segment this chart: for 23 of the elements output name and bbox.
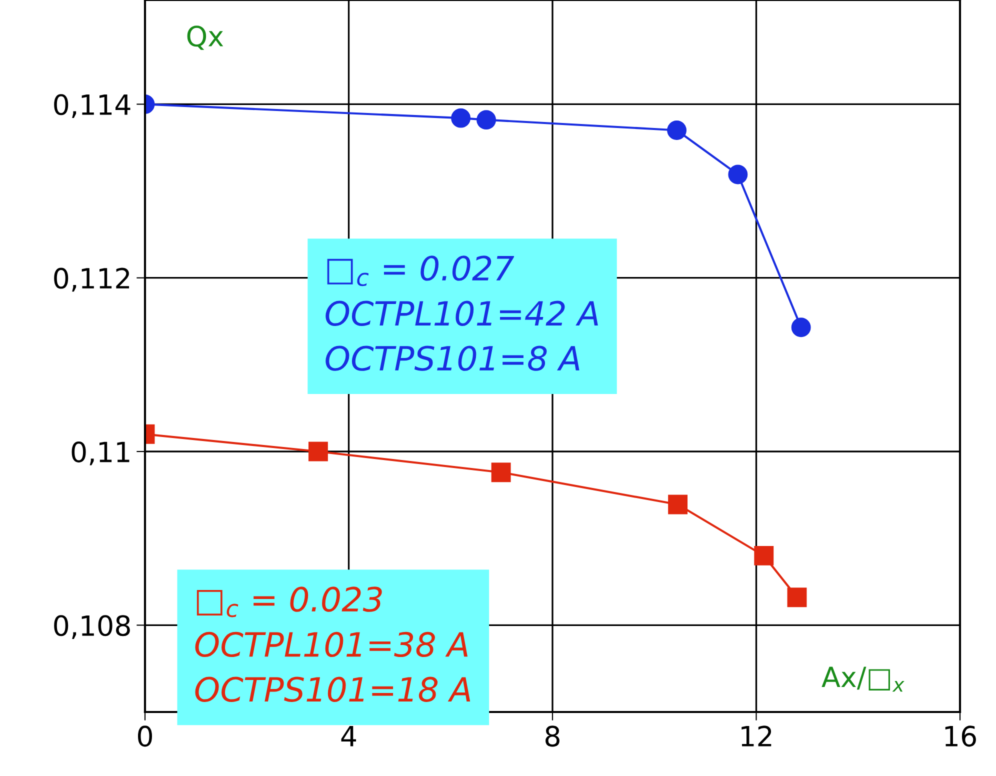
- x-axis-title: Ax/□$_{x}$: [822, 666, 904, 692]
- point: [668, 494, 688, 514]
- x-tick-label: 4: [341, 726, 356, 746]
- x-tick-label: 0: [138, 726, 152, 747]
- point: [476, 110, 496, 130]
- point: [754, 546, 774, 566]
- point: [667, 120, 687, 140]
- y-tick-label: 0,114: [54, 94, 130, 118]
- y-tick-label: 0,11: [72, 441, 130, 466]
- point: [791, 318, 811, 338]
- y-axis-title: Qx: [187, 26, 224, 50]
- y-tick-label: 0,108: [54, 615, 130, 639]
- x-tick-label: 12: [742, 726, 772, 746]
- point: [728, 164, 748, 184]
- point: [451, 108, 471, 128]
- x-tick-label: 16: [945, 726, 976, 747]
- point: [308, 442, 328, 462]
- annotation: □$_{c}$ = 0.023 OCTPL101=38 A OCTPS101=18 A: [195, 586, 470, 702]
- x-tick-label: 8: [546, 726, 560, 747]
- point: [491, 462, 511, 482]
- y-tick-label: 0,112: [54, 268, 130, 292]
- annotation: □$_{c}$ = 0.027 OCTPL101=42 A OCTPS101=8 A: [326, 256, 598, 371]
- point: [787, 588, 807, 608]
